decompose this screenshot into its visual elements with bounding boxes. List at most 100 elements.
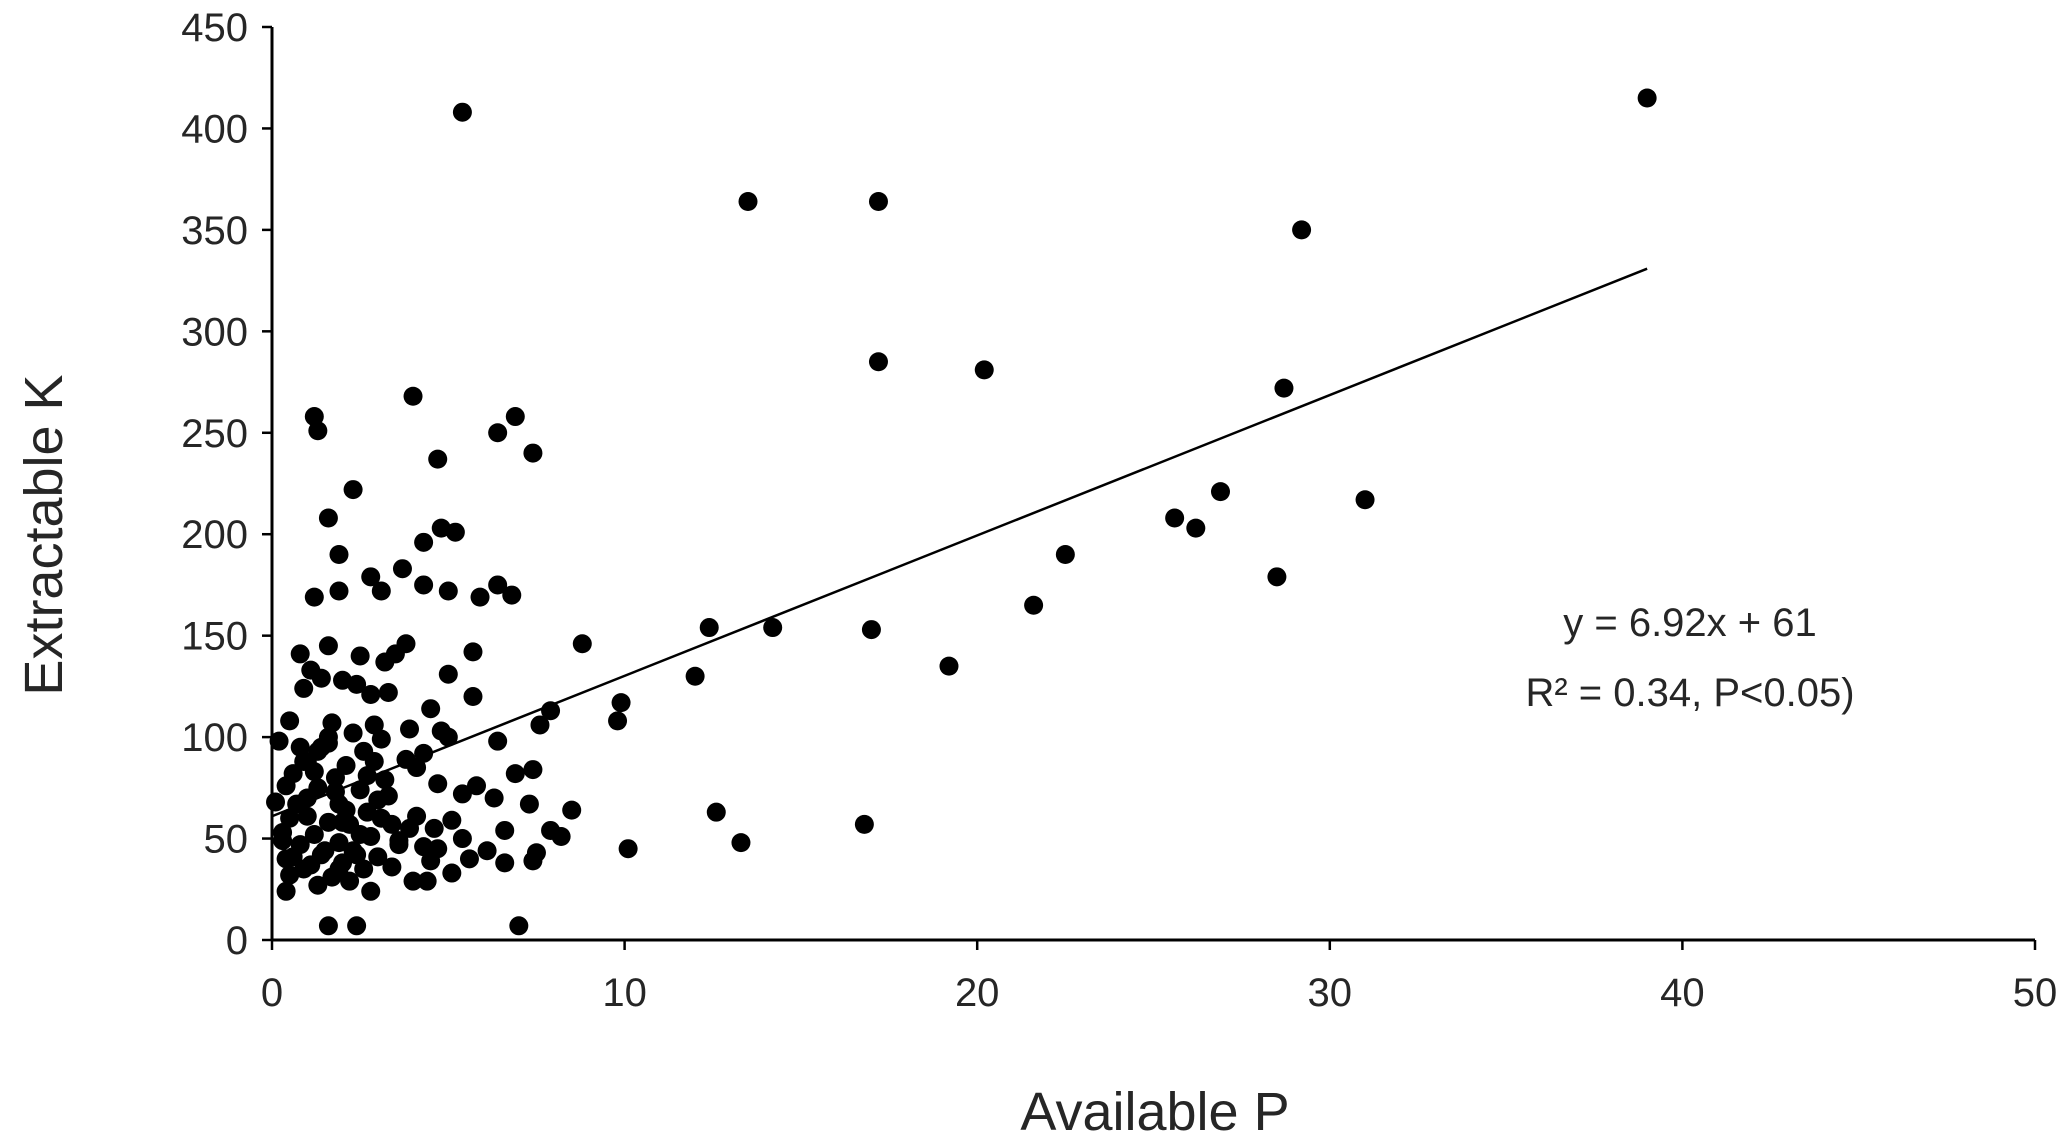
data-point <box>505 407 525 427</box>
data-point <box>763 618 783 638</box>
data-point <box>308 421 328 441</box>
data-point <box>280 808 300 828</box>
data-point <box>868 352 888 372</box>
data-point <box>276 776 296 796</box>
data-point <box>445 522 465 542</box>
data-point <box>329 581 349 601</box>
data-point <box>318 916 338 936</box>
data-point <box>452 784 472 804</box>
data-point <box>421 699 441 719</box>
data-point <box>509 916 529 936</box>
r-squared-annotation: R² = 0.34, P<0.05) <box>1525 671 1854 715</box>
data-point <box>438 581 458 601</box>
data-point <box>343 480 363 500</box>
data-point <box>1637 88 1657 108</box>
data-point <box>378 786 398 806</box>
x-tick-label: 40 <box>1660 971 1705 1015</box>
y-tick-label: 350 <box>181 209 248 253</box>
data-point <box>484 788 504 808</box>
data-point <box>1355 490 1375 510</box>
data-point <box>343 723 363 743</box>
x-axis-title: Available P <box>1020 1082 1289 1142</box>
data-point <box>283 847 303 867</box>
y-tick-label: 450 <box>181 6 248 50</box>
y-tick-label: 50 <box>204 818 249 862</box>
data-point <box>361 881 381 901</box>
data-point <box>495 820 515 840</box>
data-point <box>400 818 420 838</box>
data-point <box>290 644 310 664</box>
data-point <box>861 620 881 640</box>
data-point <box>417 871 437 891</box>
data-point <box>294 678 314 698</box>
data-point <box>400 719 420 739</box>
data-point <box>414 532 434 552</box>
data-point <box>403 871 423 891</box>
data-point <box>562 800 582 820</box>
plot-area <box>266 88 1657 936</box>
data-point <box>731 833 751 853</box>
trend-line <box>271 267 1648 818</box>
data-point <box>322 713 342 733</box>
data-point <box>1055 545 1075 565</box>
data-point <box>442 863 462 883</box>
equation-annotation: y = 6.92x + 61 <box>1563 601 1817 645</box>
data-point <box>551 827 571 847</box>
data-point <box>311 668 331 688</box>
data-point <box>333 812 353 832</box>
data-point <box>1210 482 1230 502</box>
data-point <box>315 841 335 861</box>
data-point <box>304 762 324 782</box>
data-point <box>495 853 515 873</box>
data-point <box>347 674 367 694</box>
data-point <box>368 847 388 867</box>
data-point <box>329 859 349 879</box>
data-point <box>308 875 328 895</box>
data-point <box>488 731 508 751</box>
data-point <box>463 642 483 662</box>
y-tick-label: 100 <box>181 716 248 760</box>
data-point <box>1186 518 1206 538</box>
data-point <box>304 407 324 427</box>
data-point <box>371 581 391 601</box>
data-point <box>854 814 874 834</box>
data-point <box>706 802 726 822</box>
data-point <box>519 794 539 814</box>
data-point <box>1165 508 1185 528</box>
data-points <box>266 88 1657 936</box>
data-point <box>414 575 434 595</box>
x-tick-label: 10 <box>602 971 647 1015</box>
data-point <box>375 770 395 790</box>
data-point <box>1274 378 1294 398</box>
data-point <box>438 664 458 684</box>
data-point <box>318 636 338 656</box>
data-point <box>392 559 412 579</box>
data-point <box>325 768 345 788</box>
data-point <box>364 715 384 735</box>
data-point <box>266 792 286 812</box>
data-point <box>371 808 391 828</box>
x-tick-label: 20 <box>955 971 1000 1015</box>
data-point <box>371 729 391 749</box>
data-point <box>354 859 374 879</box>
data-point <box>304 587 324 607</box>
x-tick-label: 0 <box>261 971 283 1015</box>
y-tick-label: 200 <box>181 513 248 557</box>
y-axis-title: Extractable K <box>14 374 74 695</box>
data-point <box>477 841 497 861</box>
data-point <box>438 727 458 747</box>
data-point <box>403 386 423 406</box>
data-point <box>382 857 402 877</box>
data-point <box>1267 567 1287 587</box>
data-point <box>424 818 444 838</box>
data-point <box>407 758 427 778</box>
data-point <box>452 102 472 122</box>
data-point <box>738 191 758 211</box>
x-axis-ticks: 0 10 20 30 40 50 <box>261 940 2057 1015</box>
data-point <box>523 851 543 871</box>
data-point <box>572 634 592 654</box>
data-point <box>318 508 338 528</box>
data-point <box>1024 595 1044 615</box>
data-point <box>318 727 338 747</box>
